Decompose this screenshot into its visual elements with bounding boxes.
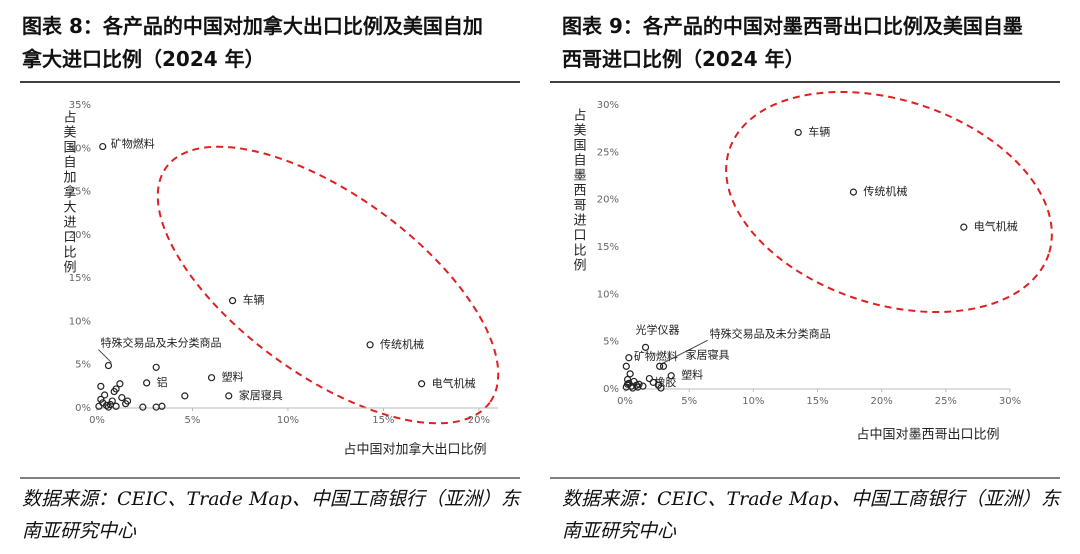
point [625,354,633,362]
figure-title: 图表 8：各产品的中国对加拿大出口比例及美国自加拿大进口比例（2024 年） [22,14,483,71]
point-label: 车辆 [808,124,830,138]
point [123,397,132,405]
point [366,341,374,349]
point-label: 塑料 [681,368,703,382]
point [181,392,189,400]
point [143,379,151,387]
point [95,402,103,410]
point [228,297,237,305]
x-tick-label: 15% [372,415,394,426]
point-label: 传统机械 [863,184,907,198]
point-label: 矿物燃料 [634,349,678,363]
point [152,403,160,411]
figure-title: 图表 9：各产品的中国对墨西哥出口比例及美国自墨西哥进口比例（2024 年） [562,14,1023,71]
highlight-ellipse [725,90,1053,314]
y-tick-label: 0% [603,384,619,395]
point [634,383,642,391]
x-tick-label: 5% [681,396,697,407]
point [99,142,107,151]
point [794,128,802,137]
x-tick-label: 10% [277,415,299,426]
point [108,397,116,405]
point-label: 电气机械 [432,376,476,390]
point [629,384,637,392]
point-label: 矿物燃料 [111,137,155,151]
y-tick-label: 0% [75,403,91,414]
point-label: 光学仪器 [636,322,680,336]
y-tick-label: 20% [69,230,91,241]
x-tick-label: 5% [185,415,201,426]
source-note: 数据来源：CEIC、Trade Map、中国工商银行（亚洲）东南亚研究中心 [22,488,520,542]
y-tick-label: 10% [69,316,91,327]
point [106,400,114,409]
source-note: 数据来源：CEIC、Trade Map、中国工商银行（亚洲）东南亚研究中心 [562,488,1060,542]
point-label: 电气机械 [974,219,1018,233]
y-tick-label: 25% [69,187,91,198]
y-tick-label: 35% [69,100,91,111]
y-tick-label: 25% [597,147,619,158]
point [225,392,233,400]
y-tick-label: 10% [597,289,619,300]
point [649,378,657,386]
point [657,384,665,392]
point [626,370,634,378]
point-label: 传统机械 [380,337,424,351]
point [118,394,126,402]
point-label: 车辆 [243,293,265,307]
y-axis-label: 占美国自加拿大进口比例 [61,110,77,275]
point [97,395,105,403]
point [639,382,647,390]
y-tick-label: 15% [69,273,91,284]
point [158,402,166,410]
point [97,382,105,390]
point-label: 特殊交易品及未分类商品 [710,326,831,340]
x-tick-label: 0% [89,415,105,426]
point [207,374,216,382]
point [659,362,668,370]
point-label: 特殊交易品及未分类商品 [100,336,221,350]
point [622,362,630,370]
point [116,380,124,388]
x-tick-label: 30% [999,396,1021,407]
y-tick-label: 5% [603,337,619,348]
y-tick-label: 15% [597,242,619,253]
point [667,372,675,380]
highlight-ellipse [156,145,500,425]
x-tick-label: 15% [806,396,828,407]
y-axis-label: 占美国自墨西哥进口比例 [571,108,587,273]
x-tick-label: 20% [871,396,893,407]
leader-line [662,339,708,364]
leader-line [98,349,112,363]
point [623,375,632,384]
point [102,401,111,410]
point [641,343,650,351]
point [139,403,147,411]
y-tick-label: 30% [69,143,91,154]
point-label: 铝 [157,375,168,389]
point [849,188,858,196]
point [960,223,968,231]
y-tick-label: 30% [597,100,619,111]
x-tick-label: 25% [935,396,957,407]
point [152,363,160,371]
x-axis-label: 占中国对墨西哥出口比例 [856,428,999,443]
y-tick-label: 5% [75,360,91,371]
point [623,380,632,388]
y-tick-label: 20% [597,195,619,206]
x-tick-label: 0% [617,396,633,407]
point [418,380,426,388]
point-label: 塑料 [222,370,244,384]
point-label: 家居寝具 [686,347,730,361]
x-tick-label: 10% [742,396,764,407]
x-tick-label: 20% [468,415,490,426]
point [104,361,113,370]
point [645,374,653,383]
x-axis-label: 占中国对加拿大出口比例 [343,442,486,458]
point-label: 家居寝具 [239,388,283,402]
point [110,387,118,396]
point [656,362,664,370]
point [101,391,109,399]
